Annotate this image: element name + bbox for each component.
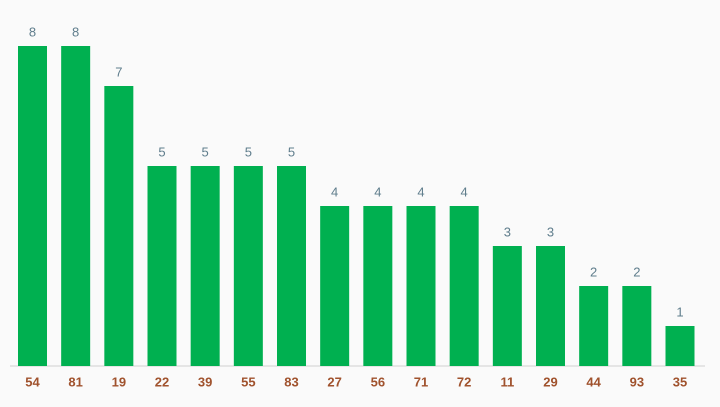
value-label: 7 bbox=[115, 64, 122, 79]
value-label: 5 bbox=[202, 144, 209, 159]
bar bbox=[147, 166, 177, 366]
value-label: 4 bbox=[331, 184, 338, 199]
bar bbox=[190, 166, 220, 366]
x-tick-label: 29 bbox=[543, 374, 557, 389]
value-label: 4 bbox=[374, 184, 381, 199]
value-label: 2 bbox=[590, 264, 597, 279]
value-label: 5 bbox=[288, 144, 295, 159]
value-label: 8 bbox=[29, 24, 36, 39]
value-label: 5 bbox=[245, 144, 252, 159]
value-label: 4 bbox=[417, 184, 424, 199]
bar bbox=[277, 166, 306, 366]
x-tick-label: 44 bbox=[586, 374, 601, 389]
x-tick-label: 72 bbox=[457, 374, 471, 389]
x-tick-label: 81 bbox=[68, 374, 82, 389]
bar bbox=[622, 286, 652, 366]
bar bbox=[320, 206, 350, 366]
bar bbox=[665, 326, 695, 366]
bar bbox=[492, 246, 522, 366]
x-tick-label: 19 bbox=[112, 374, 126, 389]
bar bbox=[233, 166, 263, 366]
value-label: 4 bbox=[461, 184, 468, 199]
x-tick-label: 83 bbox=[284, 374, 298, 389]
value-label: 1 bbox=[676, 304, 683, 319]
value-label: 3 bbox=[504, 224, 511, 239]
value-label: 8 bbox=[72, 24, 79, 39]
x-tick-label: 39 bbox=[198, 374, 212, 389]
bar bbox=[61, 46, 91, 366]
value-label: 3 bbox=[547, 224, 554, 239]
bar bbox=[104, 86, 134, 366]
bar bbox=[536, 246, 565, 366]
x-tick-label: 93 bbox=[630, 374, 644, 389]
x-tick-label: 27 bbox=[327, 374, 341, 389]
bar bbox=[18, 46, 47, 366]
x-tick-label: 11 bbox=[500, 374, 514, 389]
value-label: 5 bbox=[158, 144, 165, 159]
value-label: 2 bbox=[633, 264, 640, 279]
bar bbox=[579, 286, 609, 366]
bar bbox=[406, 206, 436, 366]
bar bbox=[363, 206, 393, 366]
x-tick-label: 56 bbox=[371, 374, 385, 389]
x-tick-label: 22 bbox=[155, 374, 169, 389]
x-tick-label: 55 bbox=[241, 374, 255, 389]
x-tick-label: 71 bbox=[414, 374, 428, 389]
x-tick-label: 35 bbox=[673, 374, 687, 389]
bar bbox=[449, 206, 479, 366]
x-tick-label: 54 bbox=[25, 374, 40, 389]
